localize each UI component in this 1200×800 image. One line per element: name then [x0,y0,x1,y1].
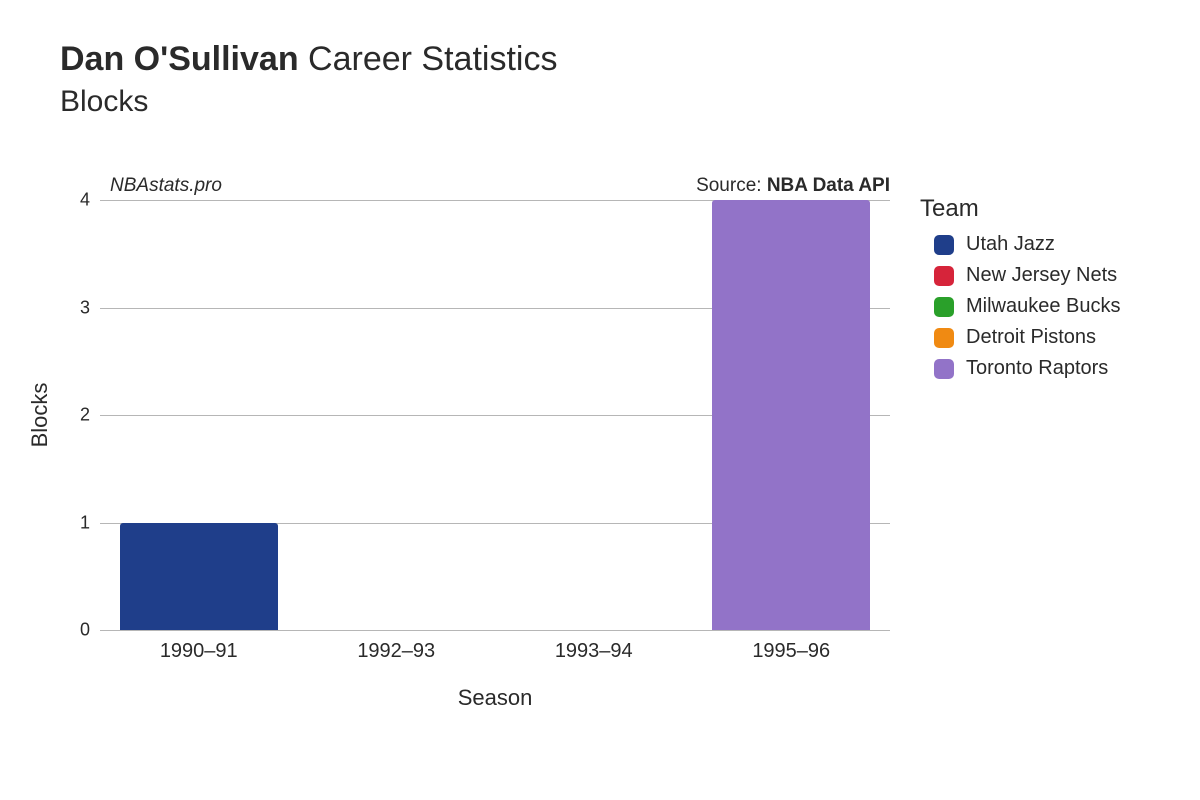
legend-label: Toronto Raptors [966,357,1108,380]
legend-swatch [934,328,954,348]
legend: Team Utah Jazz New Jersey Nets Milwaukee B… [920,195,1121,388]
plot-background [100,200,890,630]
source-value: NBA Data API [767,175,890,196]
legend-item: Toronto Raptors [920,357,1121,380]
x-tick-label: 1990–91 [160,630,238,663]
y-axis-label: Blocks [27,383,53,448]
chart-title-block: Dan O'Sullivan Career Statistics Blocks [60,40,557,119]
y-tick-label: 3 [60,297,100,318]
legend-swatch [934,266,954,286]
legend-label: Detroit Pistons [966,326,1096,349]
y-tick-label: 4 [60,190,100,211]
x-axis-label: Season [458,685,533,711]
legend-swatch [934,297,954,317]
legend-label: Utah Jazz [966,233,1055,256]
x-tick-label: 1993–94 [555,630,633,663]
bar [120,523,278,631]
legend-item: Detroit Pistons [920,326,1121,349]
source-credit: Source: NBA Data API [0,175,890,197]
chart-title-line1: Dan O'Sullivan Career Statistics [60,40,557,79]
y-tick-label: 1 [60,512,100,533]
bar [712,200,870,630]
legend-item: Milwaukee Bucks [920,295,1121,318]
x-tick-label: 1995–96 [752,630,830,663]
legend-swatch [934,359,954,379]
legend-label: Milwaukee Bucks [966,295,1121,318]
legend-label: New Jersey Nets [966,264,1117,287]
chart-title-metric: Blocks [60,85,557,119]
x-tick-label: 1992–93 [357,630,435,663]
y-tick-label: 0 [60,620,100,641]
legend-swatch [934,235,954,255]
title-suffix: Career Statistics [308,40,557,78]
chart-plot-area: 012341990–911992–931993–941995–96 [100,200,890,630]
y-tick-label: 2 [60,405,100,426]
legend-item: Utah Jazz [920,233,1121,256]
player-name: Dan O'Sullivan [60,40,299,78]
source-label: Source: [696,175,767,196]
legend-title: Team [920,195,1121,223]
legend-item: New Jersey Nets [920,264,1121,287]
